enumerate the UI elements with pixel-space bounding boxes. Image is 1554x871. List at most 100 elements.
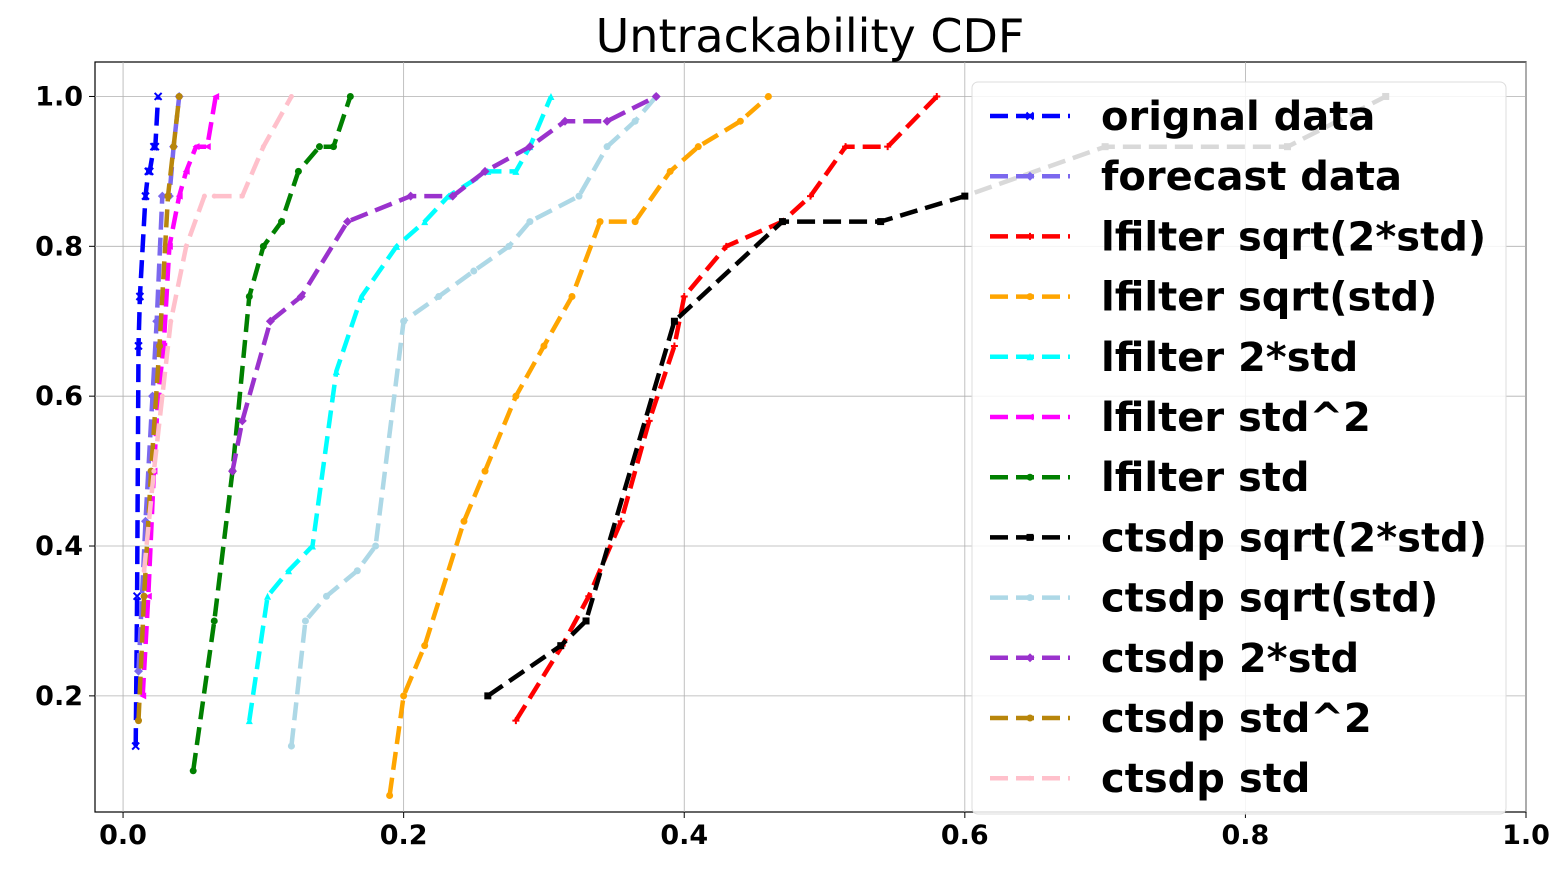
legend-label: lfilter std (1101, 455, 1310, 501)
data-point-ctsdp-sqrt-2-std (484, 692, 492, 700)
data-point-lfilter-sqrt-2-std (722, 242, 730, 250)
data-point-orignal-data (151, 142, 160, 151)
legend-marker (1025, 171, 1035, 181)
x-axis-ticks: 0.0 0.2 0.4 0.6 0.8 1.0 (99, 812, 1550, 851)
data-point-lfilter-std (346, 92, 354, 100)
data-point-lfilter-2-std (358, 293, 366, 301)
data-point-ctsdp-2-std (406, 191, 416, 201)
data-point-lfilter-sqrt-std (596, 218, 604, 226)
data-point-lfilter-sqrt-std (481, 467, 489, 475)
data-point-ctsdp-sqrt-2-std (778, 218, 786, 226)
data-point-ctsdp-2-std (296, 292, 306, 302)
series-line-ctsdp-std (141, 95, 294, 571)
data-point-lfilter-2-std (393, 242, 401, 250)
data-point-ctsdp-sqrt-std (575, 192, 583, 200)
data-point-lfilter-std-2 (182, 167, 190, 175)
data-point-ctsdp-sqrt-2-std (961, 192, 969, 200)
data-point-orignal-data (145, 167, 154, 176)
data-point-ctsdp-sqrt-std (372, 542, 380, 550)
legend-label: lfilter 2*std (1101, 335, 1358, 381)
data-point-orignal-data (131, 741, 140, 751)
legend-entry-lfilter-sqrt-std: lfilter sqrt(std) (990, 275, 1437, 321)
legend-entry-ctsdp-sqrt-2-std: ctsdp sqrt(2*std) (990, 515, 1487, 561)
data-point-ctsdp-sqrt-2-std (582, 617, 590, 625)
data-point-ctsdp-sqrt-std (400, 317, 408, 325)
legend-marker (1025, 111, 1035, 121)
data-point-lfilter-sqrt-std (540, 342, 548, 350)
x-tick-label: 1.0 (1502, 820, 1550, 851)
y-tick-label: 0.2 (35, 681, 83, 712)
data-point-ctsdp-std (201, 193, 207, 199)
legend-entry-ctsdp-std: ctsdp std (990, 756, 1310, 802)
data-point-orignal-data (135, 292, 145, 301)
data-point-ctsdp-sqrt-std (301, 617, 309, 625)
series-orignal-data (131, 92, 163, 751)
legend: orignal data forecast data lfilter sqrt(2*… (971, 81, 1507, 815)
x-tick-label: 0.2 (380, 820, 428, 851)
legend-entry-orignal-data: orignal data (990, 94, 1375, 140)
data-point-ctsdp-sqrt-std (526, 218, 534, 226)
data-point-lfilter-2-std (264, 592, 272, 600)
data-point-lfilter-2-std (245, 717, 253, 725)
data-point-lfilter-std-2 (175, 192, 183, 200)
legend-entry-ctsdp-sqrt-std: ctsdp sqrt(std) (990, 576, 1438, 622)
data-point-ctsdp-std-2 (170, 143, 178, 151)
data-point-ctsdp-sqrt-std (603, 143, 611, 151)
data-point-lfilter-std-2 (192, 143, 200, 151)
data-point-ctsdp-sqrt-2-std (670, 317, 678, 325)
data-point-lfilter-std-2 (139, 692, 147, 700)
data-point-ctsdp-std-2 (134, 717, 142, 725)
data-point-lfilter-sqrt-2-std (680, 293, 688, 301)
data-point-lfilter-std (210, 617, 218, 625)
data-point-lfilter-std-2 (144, 592, 152, 600)
legend-marker (1027, 775, 1033, 781)
data-point-ctsdp-std-2 (175, 92, 183, 100)
data-point-lfilter-std-2 (203, 143, 211, 151)
data-point-ctsdp-sqrt-2-std (877, 218, 885, 226)
series-ctsdp-std (141, 93, 294, 574)
data-point-ctsdp-std (141, 568, 147, 574)
legend-entry-ctsdp-2-std: ctsdp 2*std (990, 636, 1359, 682)
legend-marker (1026, 413, 1034, 421)
data-point-lfilter-sqrt-std (512, 392, 520, 400)
data-point-lfilter-sqrt-std (764, 92, 772, 100)
legend-marker (1026, 293, 1034, 301)
x-tick-label: 0.6 (941, 820, 989, 851)
series-line-ctsdp-sqrt-2-std (486, 94, 1387, 698)
data-point-orignal-data (132, 592, 142, 601)
data-point-lfilter-2-std (421, 218, 429, 226)
x-tick-label: 0.4 (660, 820, 708, 851)
data-point-ctsdp-sqrt-std (353, 567, 361, 575)
data-point-lfilter-sqrt-std (568, 293, 576, 301)
legend-entry-ctsdp-std-2: ctsdp std^2 (990, 696, 1372, 742)
legend-marker (1026, 714, 1034, 722)
x-tick-label: 0.0 (99, 820, 147, 851)
data-point-ctsdp-2-std (227, 466, 237, 476)
data-point-ctsdp-std (211, 193, 217, 199)
y-tick-label: 0.4 (35, 531, 83, 562)
series-line-lfilter-sqrt-std (387, 94, 770, 796)
legend-marker (1026, 473, 1034, 481)
legend-entry-lfilter-2-std: lfilter 2*std (990, 335, 1358, 381)
data-point-ctsdp-std (168, 318, 174, 324)
data-point-lfilter-std-2 (212, 92, 220, 100)
data-point-lfilter-std (278, 218, 286, 226)
data-point-lfilter-2-std (512, 167, 520, 175)
data-point-lfilter-sqrt-2-std (512, 717, 520, 725)
data-point-orignal-data (141, 191, 150, 201)
data-point-ctsdp-2-std (448, 191, 458, 201)
data-point-ctsdp-2-std (651, 91, 661, 101)
data-point-ctsdp-sqrt-std (505, 242, 513, 250)
data-point-forecast-data (157, 191, 167, 201)
series-line-forecast-data (136, 96, 182, 672)
legend-marker (1026, 594, 1034, 602)
data-point-lfilter-std-2 (160, 342, 168, 350)
data-point-ctsdp-2-std (265, 316, 275, 326)
legend-box (971, 81, 1507, 815)
data-point-lfilter-sqrt-2-std (670, 342, 678, 350)
data-point-lfilter-sqrt-2-std (645, 417, 653, 425)
data-point-ctsdp-std (151, 468, 157, 474)
legend-label: ctsdp std (1101, 756, 1310, 802)
data-point-ctsdp-std-2 (164, 192, 172, 200)
legend-marker (1025, 653, 1035, 663)
